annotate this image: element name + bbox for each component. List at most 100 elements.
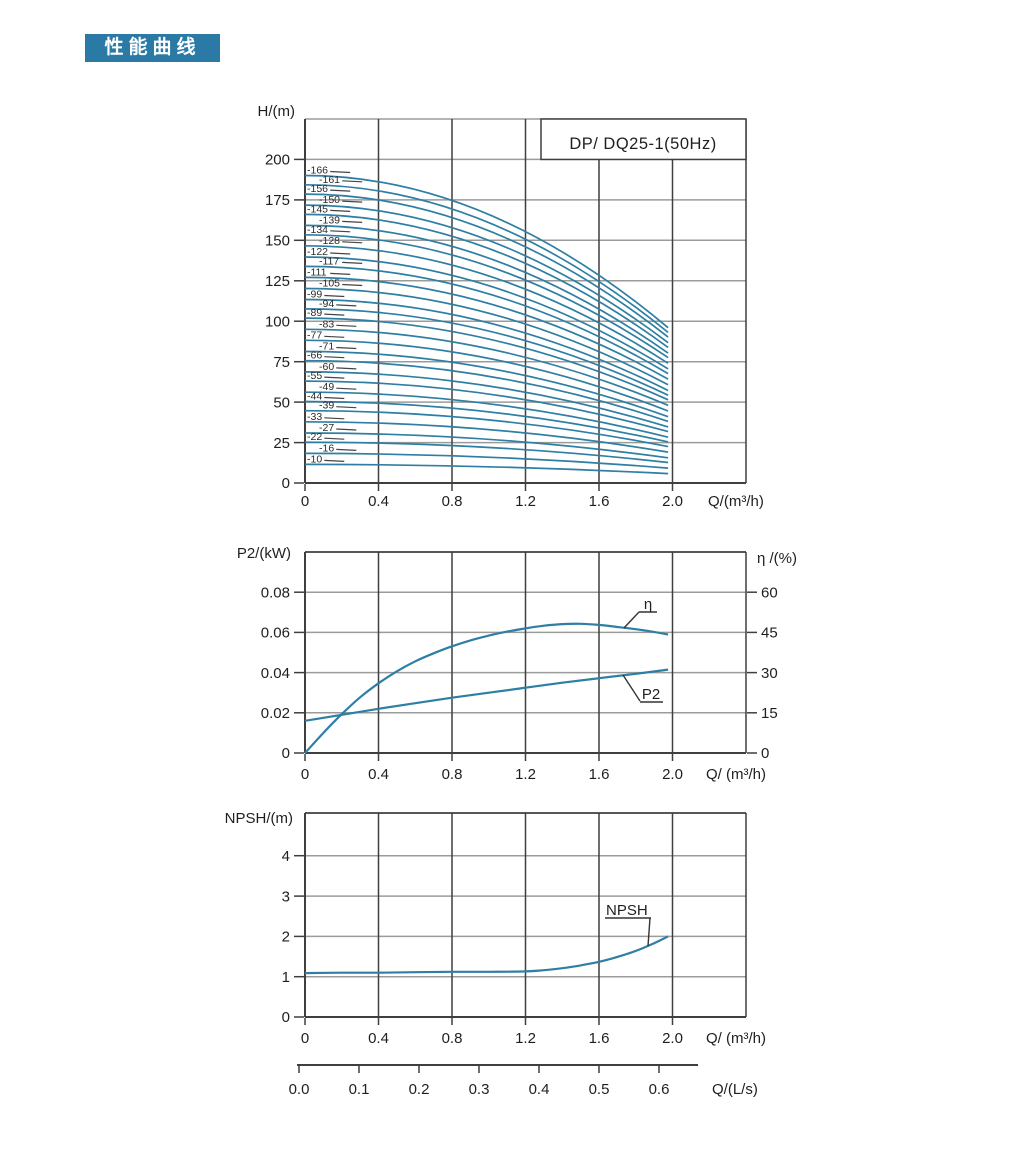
head-curve-label: -94 <box>319 298 334 310</box>
head-curve-leader <box>324 417 345 420</box>
head-curve-label: -111 <box>307 266 327 278</box>
eta-label-leader <box>623 611 640 629</box>
flow-axis-lps: 0.0 0.1 0.2 0.3 0.4 0.5 0.6 Q/(L/s) <box>289 1064 758 1098</box>
x-tick-label: 0.4 <box>368 1030 389 1047</box>
head-curve-label: -156 <box>307 183 328 195</box>
head-curve-label: -89 <box>307 307 322 319</box>
head-curve-label: -49 <box>319 381 334 393</box>
y-tick-label: 2 <box>282 929 290 946</box>
head-curve-label: -161 <box>319 174 340 186</box>
head-curve-128 <box>304 244 669 365</box>
head-curve-label: -128 <box>319 235 340 247</box>
right-y-tick-label: 0 <box>761 745 769 762</box>
head-curve-leader <box>342 220 363 223</box>
x-tick-label: 1.2 <box>515 1030 536 1047</box>
right-y-tick-label: 15 <box>761 705 778 722</box>
head-curve-label: -33 <box>307 411 322 423</box>
eta-curve <box>304 622 669 754</box>
chart-title-box <box>540 118 747 161</box>
head-curve-leader <box>324 396 345 400</box>
y-tick-label: 0.04 <box>261 665 290 682</box>
head-curve-150 <box>304 204 669 344</box>
head-curve-label: -139 <box>319 214 340 226</box>
head-curve-10 <box>304 463 669 475</box>
x-axis-unit-label: Q/ (m³/h) <box>706 1030 766 1047</box>
head-curve-leader <box>324 335 345 338</box>
lps-tick-label: 0.1 <box>349 1081 370 1098</box>
head-curve-leader <box>336 324 357 327</box>
head-curve-leader <box>336 448 357 451</box>
y-tick-label: 0 <box>282 1009 290 1026</box>
lps-tick-label: 0.4 <box>529 1081 550 1098</box>
head-curve-label: -16 <box>319 442 334 454</box>
head-curve-label: -71 <box>319 341 334 353</box>
head-curve-66 <box>304 359 669 423</box>
head-curve-label: -39 <box>319 400 334 412</box>
x-tick-label: 0.8 <box>442 1030 463 1047</box>
x-tick-label: 1.2 <box>515 766 536 783</box>
head-curve-leader <box>324 313 345 316</box>
y-tick-label: 1 <box>282 969 290 986</box>
eta-curve-label: η <box>644 596 652 613</box>
y-tick-label: 4 <box>282 848 290 865</box>
head-curve-83 <box>304 328 669 407</box>
x-tick-label: 0 <box>301 766 309 783</box>
head-curve-leader <box>336 304 357 307</box>
head-curve-leader <box>324 356 345 359</box>
lps-axis-unit-label: Q/(L/s) <box>712 1081 758 1098</box>
head-curve-label: -150 <box>319 194 340 206</box>
head-curve-leader <box>342 283 363 287</box>
head-curve-label: -105 <box>319 278 340 290</box>
head-curve-71 <box>304 350 669 418</box>
head-curve-89 <box>304 317 669 401</box>
power-efficiency-chart: η P2 0 0.02 0.04 0.06 0.08 0 15 30 45 60 0 0.4 0.8 1.2 1… <box>237 545 797 783</box>
head-curve-55 <box>304 380 669 433</box>
x-tick-label: 1.6 <box>589 493 610 510</box>
head-curve-label: -22 <box>307 431 322 443</box>
x-tick-label: 2.0 <box>662 766 683 783</box>
head-curve-label: -77 <box>307 329 322 341</box>
head-curve-label: -166 <box>307 165 328 177</box>
head-curve-27 <box>304 432 669 459</box>
lps-tick-label: 0.0 <box>289 1081 310 1098</box>
x-tick-label: 1.2 <box>515 493 536 510</box>
lps-tick-label: 0.5 <box>589 1081 610 1098</box>
x-tick-label: 1.6 <box>589 1030 610 1047</box>
head-curve-60 <box>304 371 669 428</box>
head-curve-39 <box>304 409 669 448</box>
head-curve-leader <box>342 200 363 203</box>
head-curve-139 <box>304 224 669 354</box>
head-curve-leader <box>336 387 357 390</box>
head-curve-156 <box>304 193 669 338</box>
y-tick-label: 100 <box>265 313 290 330</box>
x-tick-label: 1.6 <box>589 766 610 783</box>
head-curve-leader <box>324 376 345 379</box>
y-tick-label: 0.06 <box>261 625 290 642</box>
head-curve-166 <box>304 174 669 329</box>
head-curve-leader <box>342 261 363 264</box>
y-tick-label: 0.08 <box>261 584 290 601</box>
head-curve-leader <box>330 252 351 255</box>
head-curve-label: -66 <box>307 350 322 362</box>
head-curve-label: -122 <box>307 246 328 258</box>
y-tick-label: 0.02 <box>261 705 290 722</box>
head-curve-label: -10 <box>307 453 322 465</box>
head-curve-94 <box>304 308 669 396</box>
x-tick-label: 0 <box>301 1030 309 1047</box>
x-tick-label: 0 <box>301 493 309 510</box>
y-tick-label: 0 <box>282 745 290 762</box>
head-curve-111 <box>304 276 669 380</box>
npsh-label-leader <box>647 917 651 947</box>
head-curve-label: -27 <box>319 422 334 434</box>
head-curve-145 <box>304 213 669 349</box>
x-tick-label: 0.8 <box>442 493 463 510</box>
y-tick-label: 25 <box>273 435 290 452</box>
right-y-tick-label: 45 <box>761 625 778 642</box>
y-tick-label: 75 <box>273 354 290 371</box>
head-curve-leader <box>330 170 351 174</box>
head-curve-leader <box>336 406 357 409</box>
head-curve-122 <box>304 256 669 370</box>
head-curve-label: -145 <box>307 203 328 215</box>
head-curve-leader <box>336 367 357 370</box>
head-curve-label: -83 <box>319 318 334 330</box>
